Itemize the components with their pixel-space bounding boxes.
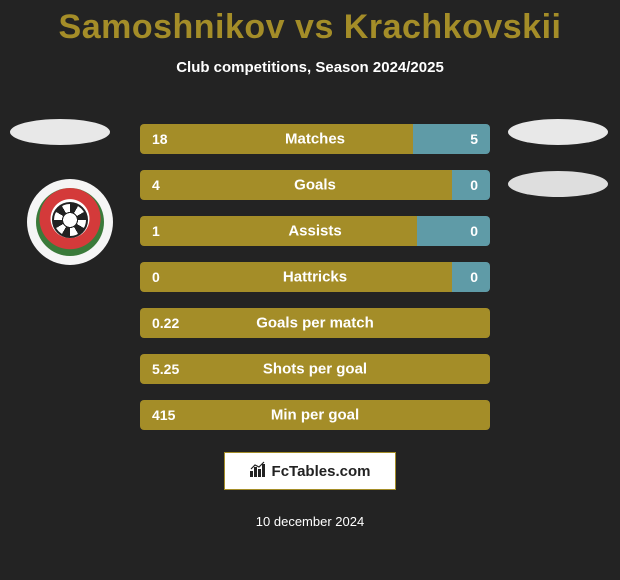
stat-value-left: 1 bbox=[152, 223, 160, 239]
stat-value-right: 0 bbox=[470, 269, 478, 285]
stat-bar-right bbox=[413, 124, 490, 154]
stat-value-left: 415 bbox=[152, 407, 175, 423]
club-logo bbox=[27, 179, 113, 265]
player-left-ellipse bbox=[10, 119, 110, 145]
date-text: 10 december 2024 bbox=[0, 514, 620, 529]
club-logo-graphic bbox=[36, 188, 104, 256]
stat-row: 0 0 Hattricks bbox=[140, 262, 490, 292]
stat-row: 4 0 Goals bbox=[140, 170, 490, 200]
stat-label: Matches bbox=[285, 131, 345, 148]
stat-value-left: 5.25 bbox=[152, 361, 179, 377]
stat-label: Goals per match bbox=[256, 315, 374, 332]
player-right-ellipse-1 bbox=[508, 119, 608, 145]
stat-label: Assists bbox=[288, 223, 341, 240]
stat-row: 0.22 Goals per match bbox=[140, 308, 490, 338]
stat-label: Shots per goal bbox=[263, 361, 367, 378]
stat-bar-right bbox=[417, 216, 491, 246]
stat-bar-left bbox=[140, 124, 413, 154]
stat-value-right: 0 bbox=[470, 177, 478, 193]
comparison-title: Samoshnikov vs Krachkovskii bbox=[0, 0, 620, 47]
stat-label: Goals bbox=[294, 177, 336, 194]
stat-value-left: 18 bbox=[152, 131, 168, 147]
stat-value-right: 5 bbox=[470, 131, 478, 147]
comparison-subtitle: Club competitions, Season 2024/2025 bbox=[0, 59, 620, 76]
stat-value-left: 4 bbox=[152, 177, 160, 193]
stat-bar-left bbox=[140, 216, 417, 246]
stat-row: 1 0 Assists bbox=[140, 216, 490, 246]
stat-row: 415 Min per goal bbox=[140, 400, 490, 430]
stat-value-right: 0 bbox=[470, 223, 478, 239]
stat-label: Min per goal bbox=[271, 407, 359, 424]
stat-row: 18 5 Matches bbox=[140, 124, 490, 154]
branding-box: FcTables.com bbox=[224, 452, 396, 490]
stat-label: Hattricks bbox=[283, 269, 347, 286]
content-area: 18 5 Matches 4 0 Goals 1 0 Assists 0 0 Hattricks 0.2… bbox=[0, 124, 620, 529]
stat-value-left: 0.22 bbox=[152, 315, 179, 331]
player-right-ellipse-2 bbox=[508, 171, 608, 197]
branding-text: FcTables.com bbox=[272, 463, 371, 480]
chart-icon bbox=[250, 461, 268, 482]
stat-value-left: 0 bbox=[152, 269, 160, 285]
stat-row: 5.25 Shots per goal bbox=[140, 354, 490, 384]
bars-container: 18 5 Matches 4 0 Goals 1 0 Assists 0 0 Hattricks 0.2… bbox=[140, 124, 490, 430]
